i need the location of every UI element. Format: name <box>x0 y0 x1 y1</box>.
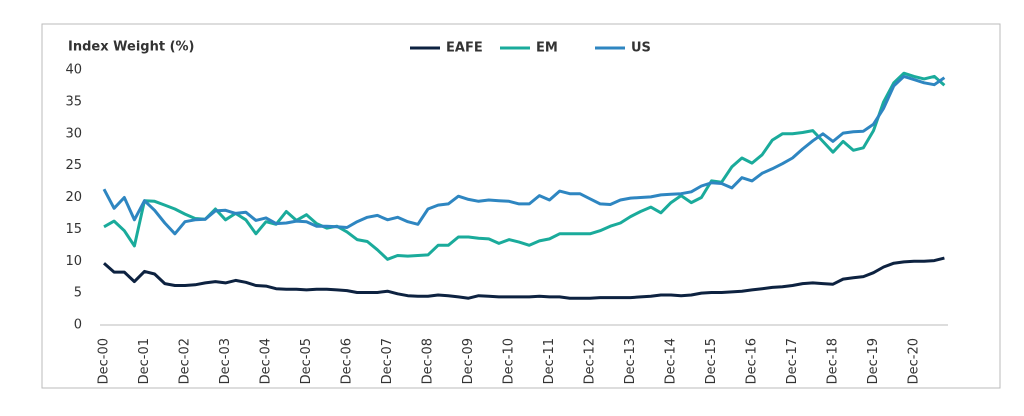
x-tick-label: Dec-20 <box>907 338 922 384</box>
y-tick-label: 0 <box>74 318 82 333</box>
x-tick-label: Dec-04 <box>259 338 274 384</box>
y-tick-label: 20 <box>65 190 82 205</box>
x-tick-label: Dec-16 <box>745 338 760 384</box>
y-tick-label: 5 <box>74 286 82 301</box>
y-tick-label: 10 <box>65 254 82 269</box>
legend-label: US <box>631 41 651 56</box>
x-tick-label: Dec-18 <box>826 338 841 384</box>
x-tick-label: Dec-05 <box>299 338 314 384</box>
x-tick-label: Dec-15 <box>704 338 719 384</box>
series-line <box>103 256 945 300</box>
chart-frame <box>41 23 1001 389</box>
x-tick-label: Dec-03 <box>218 338 233 384</box>
x-tick-label: Dec-09 <box>461 338 476 384</box>
y-tick-label: 35 <box>65 94 82 109</box>
y-tick-label: 25 <box>65 158 82 173</box>
x-tick-label: Dec-02 <box>178 338 193 384</box>
x-tick-label: Dec-12 <box>583 338 598 384</box>
y-tick-label: 30 <box>65 126 82 141</box>
x-tick-label: Dec-10 <box>502 338 517 384</box>
y-axis-title: Index Weight (%) <box>68 40 194 55</box>
x-tick-label: Dec-06 <box>340 338 355 384</box>
series-line <box>102 74 946 236</box>
x-tick-label: Dec-17 <box>785 338 800 384</box>
x-tick-label: Dec-01 <box>137 338 152 384</box>
x-tick-label: Dec-08 <box>421 338 436 384</box>
y-tick-label: 40 <box>65 63 82 78</box>
x-tick-label: Dec-07 <box>380 338 395 384</box>
legend-label: EAFE <box>446 41 483 56</box>
x-tick-label: Dec-13 <box>623 338 638 384</box>
series-line <box>103 71 946 261</box>
x-tick-label: Dec-14 <box>664 338 679 384</box>
y-tick-label: 15 <box>65 222 82 237</box>
x-tick-label: Dec-19 <box>866 338 881 384</box>
x-tick-label: Dec-11 <box>542 338 557 384</box>
legend-label: EM <box>536 41 558 56</box>
x-tick-label: Dec-00 <box>97 338 112 384</box>
